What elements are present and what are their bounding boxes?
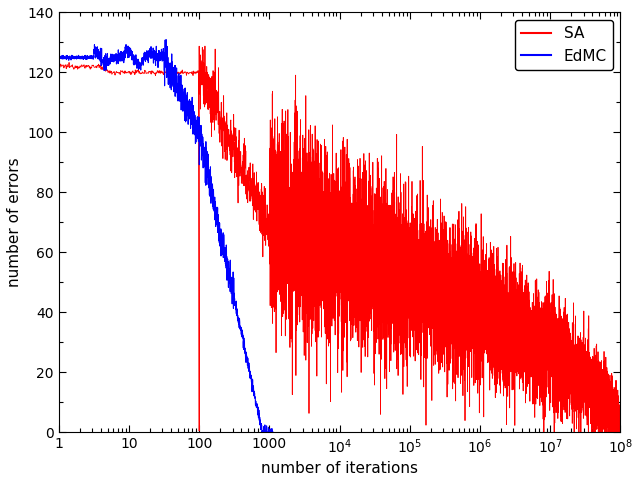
SA [604, 418, 612, 424]
SA [55, 64, 63, 70]
SA [616, 415, 624, 421]
SA [324, 235, 332, 241]
Line: EdMC: EdMC [59, 40, 273, 432]
Legend: SA, EdMC: SA, EdMC [515, 20, 612, 70]
SA [588, 395, 596, 400]
EdMC [154, 55, 162, 60]
EdMC [150, 47, 158, 53]
X-axis label: number of iterations: number of iterations [261, 461, 418, 476]
SA [201, 43, 209, 49]
SA [540, 429, 548, 435]
EdMC [269, 429, 276, 435]
EdMC [177, 90, 184, 96]
EdMC [55, 54, 63, 60]
EdMC [80, 54, 88, 60]
SA [283, 279, 291, 285]
EdMC [72, 54, 79, 60]
EdMC [146, 49, 154, 55]
Line: SA: SA [59, 46, 620, 432]
Y-axis label: number of errors: number of errors [7, 157, 22, 287]
EdMC [163, 37, 170, 43]
EdMC [259, 429, 266, 435]
SA [392, 315, 399, 321]
SA [364, 271, 371, 277]
